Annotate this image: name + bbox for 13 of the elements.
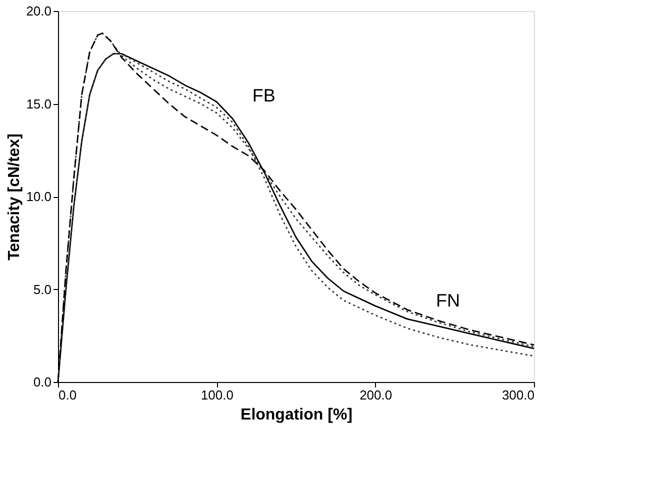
y-tick-label: 15.0 [26, 96, 52, 112]
y-tick-label: 10.0 [26, 189, 52, 204]
y-tick-label: 20.0 [26, 4, 52, 18]
x-tick-label: 300.0 [502, 388, 534, 402]
y-tick-label: 0.0 [33, 374, 52, 390]
annotation: FN [436, 290, 460, 310]
x-tick-label: 0.0 [58, 388, 77, 402]
annotation: FB [252, 85, 276, 106]
y-axis-title: Tenacity [cN/tex] [6, 134, 24, 260]
x-tick-label: 200.0 [360, 388, 392, 402]
x-tick-label: 100.0 [200, 388, 234, 402]
x-axis-title: Elongation [%] [240, 406, 352, 424]
y-tick-label: 5.0 [33, 282, 52, 297]
